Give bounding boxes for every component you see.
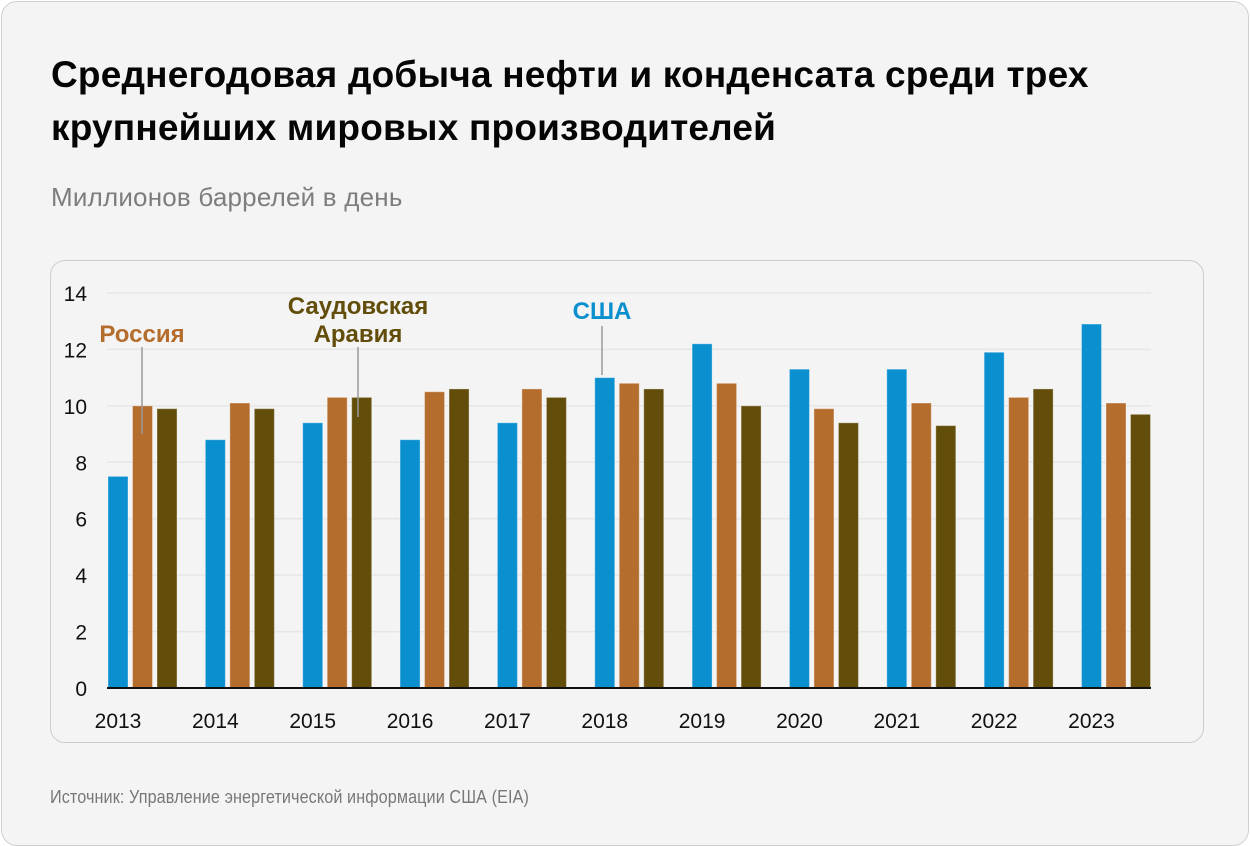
x-tick-label: 2022: [971, 710, 1018, 733]
bar-саудовская-аравия-2014: [253, 408, 275, 689]
y-tick-label: 14: [64, 283, 88, 306]
bar-саудовская-аравия-2019: [740, 405, 762, 689]
y-tick-label: 6: [75, 509, 87, 532]
bar-сша-2022: [983, 351, 1005, 689]
y-tick-label: 4: [75, 565, 87, 588]
bar-саудовская-аравия-2020: [837, 422, 859, 689]
annotation-label: США: [573, 298, 632, 325]
x-tick-label: 2021: [873, 710, 920, 733]
x-tick-label: 2014: [192, 710, 239, 733]
x-axis-ticks: 2013 2014 2015 2016 2017 2018 2019 2020 2021 2022…: [95, 710, 1115, 733]
bar-сша-2023: [1081, 323, 1102, 689]
x-tick-label: 2020: [776, 710, 823, 733]
bar-россия-2020: [813, 408, 835, 689]
bar-сша-2016: [399, 439, 421, 689]
x-tick-label: 2015: [289, 710, 336, 733]
x-tick-label: 2019: [679, 710, 726, 733]
bar-саудовская-аравия-2023: [1130, 413, 1151, 689]
bar-сша-2019: [691, 343, 713, 689]
x-tick-label: 2023: [1068, 710, 1115, 733]
bar-сша-2013: [107, 475, 129, 689]
bar-россия-2018: [618, 382, 640, 689]
bar-сша-2020: [788, 368, 810, 689]
bar-саудовская-аравия-2016: [448, 388, 470, 689]
bar-саудовская-аравия-2021: [935, 425, 957, 689]
y-tick-label: 0: [75, 678, 87, 701]
x-tick-label: 2017: [484, 710, 531, 733]
y-tick-label: 12: [64, 339, 87, 362]
bar-россия-2022: [1008, 396, 1030, 689]
bar-россия-2015: [326, 396, 348, 689]
y-tick-label: 2: [75, 622, 87, 645]
bar-сша-2021: [886, 368, 908, 689]
bar-саудовская-аравия-2017: [545, 396, 567, 689]
annotation-label: Аравия: [314, 321, 403, 348]
bar-сша-2015: [302, 422, 324, 689]
chart-title: Среднегодовая добыча нефти и конденсата …: [51, 54, 1089, 148]
bar-сша-2018: [594, 377, 616, 689]
bar-россия-2013: [132, 405, 153, 689]
chart-subtitle: Миллионов баррелей в день: [51, 182, 403, 212]
x-tick-label: 2016: [387, 710, 434, 733]
annotation-label: Россия: [99, 321, 184, 348]
bar-саудовская-аравия-2015: [351, 396, 373, 689]
bar-россия-2023: [1105, 402, 1127, 689]
x-tick-label: 2018: [581, 710, 628, 733]
bar-россия-2019: [716, 382, 738, 689]
bar-сша-2017: [496, 422, 518, 689]
bar-россия-2016: [424, 391, 446, 689]
bar-саудовская-аравия-2013: [156, 408, 178, 689]
bar-россия-2014: [229, 402, 251, 689]
bar-россия-2017: [521, 388, 543, 689]
y-tick-label: 8: [75, 452, 87, 475]
x-tick-label: 2013: [95, 710, 142, 733]
y-axis-ticks: 0 2 4 6 8 10 12 14: [64, 283, 88, 701]
source-note: Источник: Управление энергетической инфо…: [50, 787, 529, 807]
bar-сша-2014: [204, 439, 226, 689]
bar-саудовская-аравия-2018: [643, 388, 665, 689]
bar-саудовская-аравия-2022: [1032, 388, 1054, 689]
y-tick-label: 10: [64, 396, 87, 419]
bar-россия-2021: [910, 402, 932, 689]
bars: [107, 323, 1151, 689]
annotation-label: Саудовская: [288, 293, 428, 320]
